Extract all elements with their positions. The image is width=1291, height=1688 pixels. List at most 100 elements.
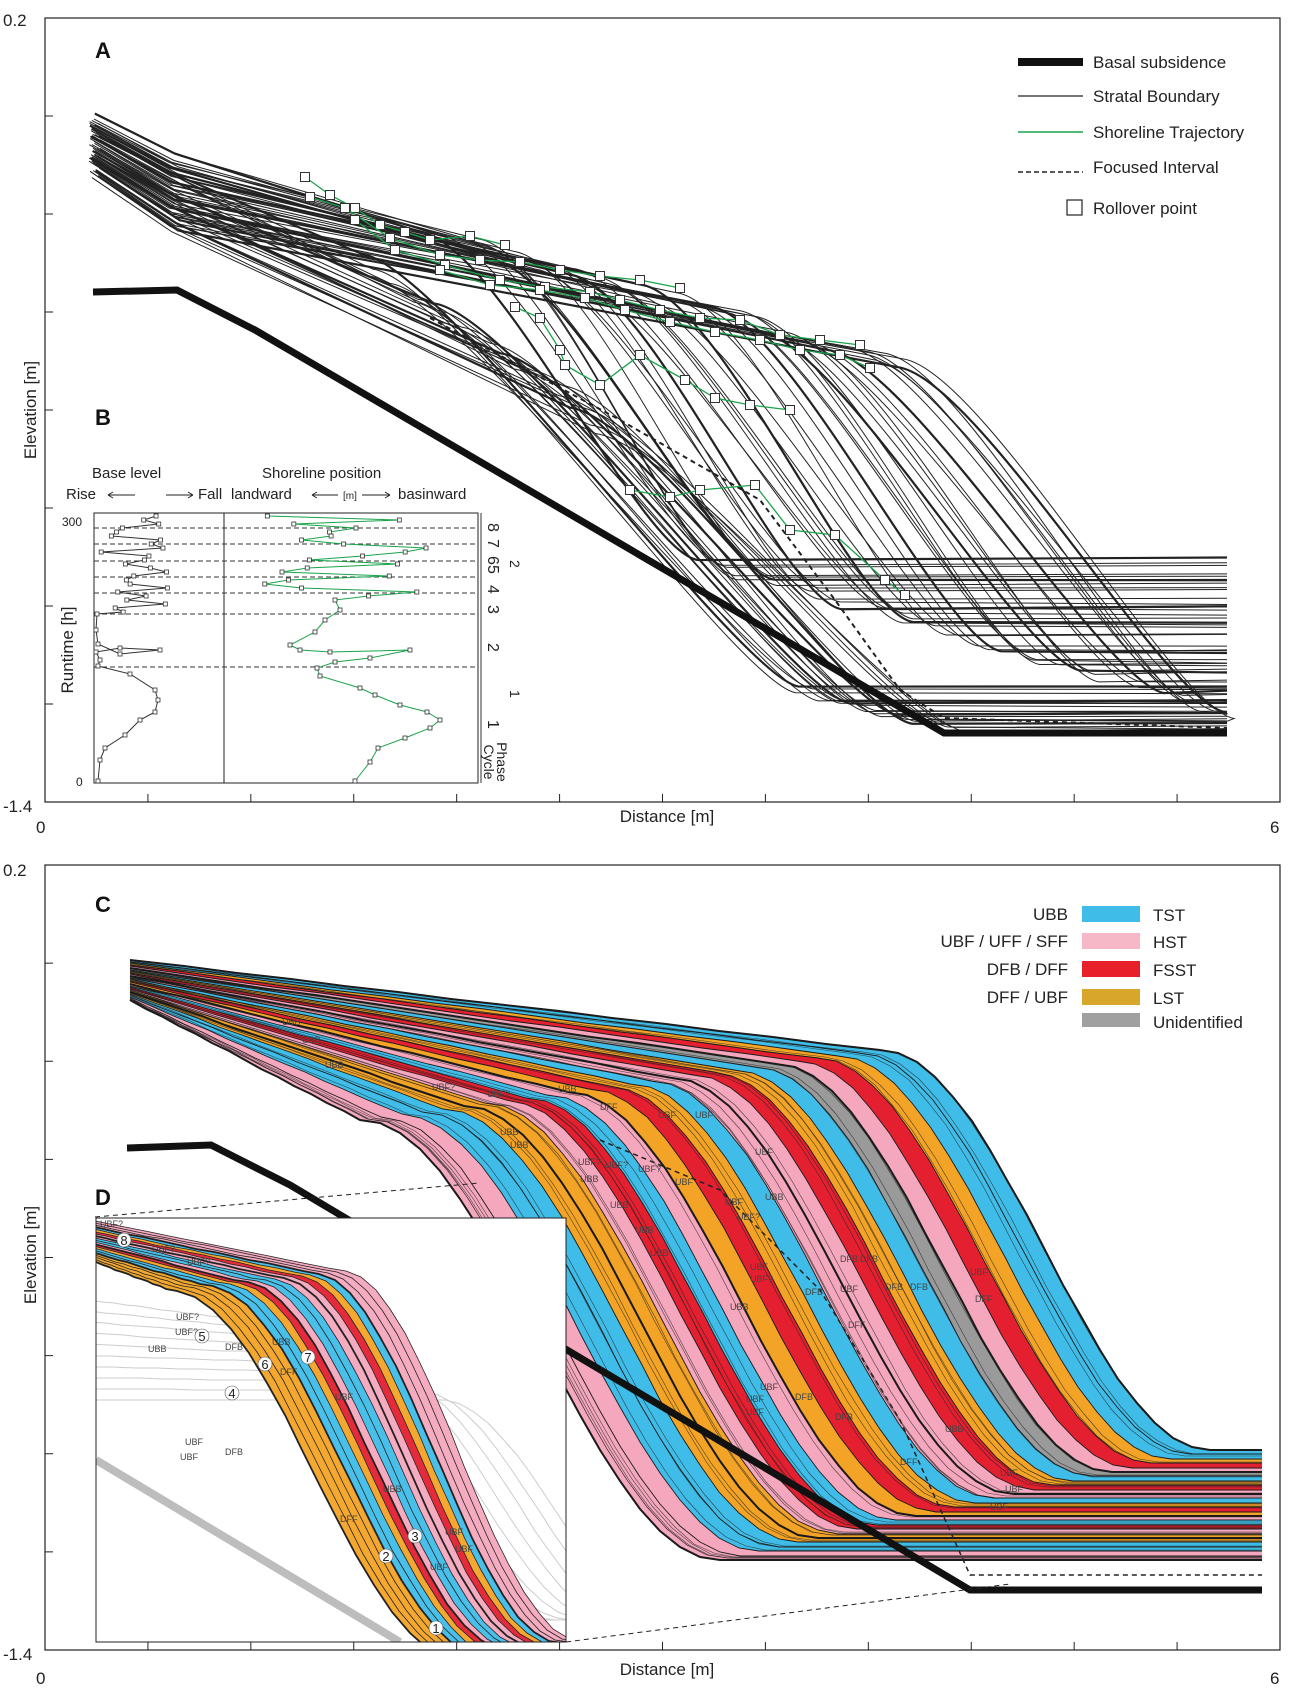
base-level-point bbox=[155, 697, 161, 703]
facies-label: DFB bbox=[835, 1412, 853, 1422]
stratal-boundary bbox=[96, 1231, 536, 1642]
stratal-boundary bbox=[129, 976, 1262, 1499]
rollover-point bbox=[555, 265, 565, 275]
focused-interval bbox=[599, 1139, 1262, 1576]
facies-label: UBF? bbox=[432, 1082, 455, 1092]
facies-label: UBF bbox=[1005, 1484, 1024, 1494]
systems-tract-band bbox=[96, 1232, 535, 1642]
stratal-boundary bbox=[88, 157, 1228, 667]
base-level-point bbox=[137, 717, 143, 723]
panel-c-xleft: 0 bbox=[36, 1669, 45, 1688]
stratal-boundary bbox=[96, 1224, 566, 1642]
panel-c-basal-subsidence bbox=[126, 1141, 1262, 1594]
facies-label: UBB bbox=[635, 1225, 654, 1235]
stratal-boundary bbox=[129, 983, 1262, 1517]
shoreline-point bbox=[397, 702, 403, 708]
systems-tract-band bbox=[96, 1250, 459, 1642]
rollover-point bbox=[390, 245, 400, 255]
rollover-point bbox=[465, 231, 475, 241]
facies-label: UBF? bbox=[750, 1274, 773, 1284]
stratal-boundary bbox=[96, 1233, 527, 1642]
shoreline-point bbox=[353, 525, 359, 531]
shoreline-point bbox=[297, 647, 303, 653]
rollover-point bbox=[305, 192, 315, 202]
legend-fsst-swatch bbox=[1082, 961, 1140, 977]
shoreline-point bbox=[375, 745, 381, 751]
panel-a-shoreline bbox=[300, 172, 910, 600]
facies-label: UBF? bbox=[737, 1212, 760, 1222]
stratal-boundary bbox=[96, 1243, 487, 1642]
panel-c-strata bbox=[129, 959, 1262, 1576]
facies-label: UBF? bbox=[152, 1244, 175, 1254]
base-level-title: Base level bbox=[92, 465, 161, 482]
facies-label: UBB bbox=[558, 1084, 577, 1094]
rollover-point bbox=[835, 350, 845, 360]
systems-tract-band bbox=[96, 1248, 466, 1642]
facies-label: UBF bbox=[725, 1197, 744, 1207]
stratal-boundary bbox=[129, 978, 1262, 1504]
shoreline-position-title: Shoreline position bbox=[262, 465, 381, 482]
facies-label: UBB bbox=[282, 1017, 301, 1027]
stratal-boundary bbox=[96, 1235, 520, 1642]
stratal-boundary bbox=[129, 985, 1262, 1523]
rollover-point bbox=[855, 340, 865, 350]
facies-label: UBF? bbox=[187, 1257, 210, 1267]
stratal-boundary bbox=[97, 170, 1228, 722]
shoreline-point bbox=[367, 655, 373, 661]
stratal-boundary bbox=[95, 170, 1228, 715]
rollover-point bbox=[785, 405, 795, 415]
stratal-boundary bbox=[129, 983, 1262, 1518]
number-marker bbox=[194, 1328, 210, 1344]
shoreline-point bbox=[427, 725, 433, 731]
panel-c-ytop: 0.2 bbox=[3, 861, 27, 880]
shoreline-point bbox=[327, 529, 332, 535]
stratal-boundary bbox=[129, 971, 1262, 1485]
stratal-boundary bbox=[91, 135, 1228, 624]
stratal-boundary bbox=[96, 1248, 467, 1642]
panel-c-facies-labels: UBB UBB UBB UBF? UBF? UBB DFF UBF UBF UBB UBB UBF UB… bbox=[282, 1017, 1024, 1512]
stratal-boundary bbox=[129, 960, 1262, 1455]
stratal-boundary bbox=[88, 160, 1228, 718]
rollover-point bbox=[340, 203, 350, 213]
stratal-boundary bbox=[129, 981, 1262, 1513]
stratal-boundary bbox=[99, 139, 1228, 702]
rollover-point bbox=[425, 235, 435, 245]
shoreline-point bbox=[287, 642, 293, 648]
base-level-point bbox=[143, 593, 149, 599]
panel-c-systems-tracts bbox=[130, 960, 1262, 1560]
rollover-point bbox=[375, 220, 385, 230]
systems-tract-band bbox=[96, 1255, 444, 1642]
facies-label: UBB bbox=[945, 1424, 964, 1434]
number-marker-label: 5 bbox=[198, 1329, 205, 1344]
shoreline-point bbox=[396, 517, 402, 523]
systems-tract-band bbox=[130, 968, 1262, 1476]
base-level-point bbox=[98, 549, 104, 555]
shoreline-point bbox=[424, 709, 430, 715]
facies-label: UBB bbox=[730, 1302, 749, 1312]
runtime-top: 300 bbox=[62, 515, 82, 529]
stratal-boundary bbox=[129, 964, 1262, 1464]
panel-a-xright: 6 bbox=[1270, 818, 1279, 837]
shoreline-point bbox=[264, 513, 270, 519]
rollover-point bbox=[755, 335, 765, 345]
rollover-point bbox=[735, 315, 745, 325]
stratal-boundary bbox=[129, 976, 1262, 1497]
stratal-boundary bbox=[129, 988, 1262, 1530]
base-level-point bbox=[119, 525, 125, 531]
facies-label: UBF bbox=[760, 1382, 779, 1392]
facies-label: DFF bbox=[600, 1102, 618, 1112]
legend-ubb: UBB bbox=[1033, 905, 1068, 924]
rollover-point bbox=[865, 363, 875, 373]
rollover-point bbox=[615, 295, 625, 305]
facies-label: UBF bbox=[180, 1452, 199, 1462]
shoreline-arrows bbox=[311, 491, 391, 499]
facies-label: UBB bbox=[510, 1140, 529, 1150]
stratal-boundary bbox=[92, 133, 1228, 695]
facies-label: DFF bbox=[340, 1514, 358, 1524]
base-level-point bbox=[141, 517, 147, 523]
panel-c-label: C bbox=[95, 892, 111, 917]
stratal-boundary bbox=[129, 991, 1262, 1539]
base-level-point bbox=[95, 778, 101, 784]
facies-label: UBF? bbox=[605, 1160, 628, 1170]
faded-basal-subsidence bbox=[96, 1456, 403, 1642]
